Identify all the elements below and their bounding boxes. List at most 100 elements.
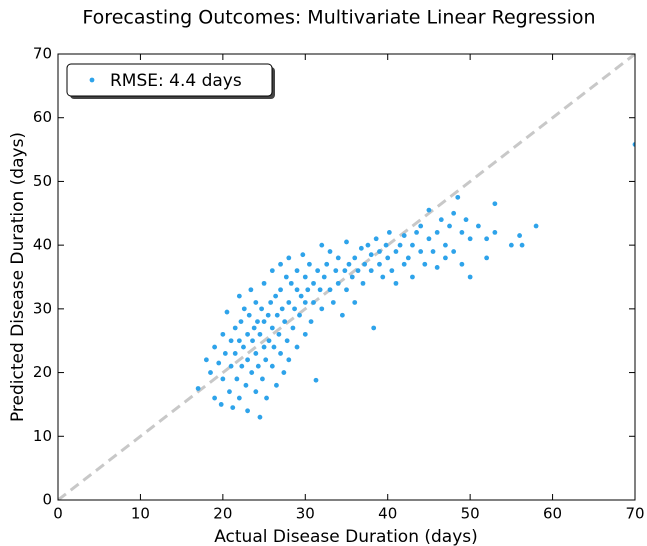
- legend-label: RMSE: 4.4 days: [110, 71, 242, 91]
- y-axis-label: Predicted Disease Duration (days): [8, 132, 28, 422]
- scatter-point: [467, 274, 473, 280]
- scatter-point: [249, 370, 255, 375]
- scatter-point: [430, 249, 436, 254]
- scatter-point: [380, 274, 386, 280]
- scatter-point: [346, 261, 352, 267]
- scatter-point: [298, 293, 304, 299]
- scatter-point: [208, 370, 213, 375]
- scatter-point: [317, 287, 323, 293]
- scatter-point: [253, 351, 259, 356]
- scatter-point: [243, 382, 249, 388]
- scatter-point: [358, 245, 364, 251]
- scatter-point: [302, 274, 308, 280]
- scatter-point: [220, 331, 226, 337]
- scatter-point: [533, 223, 539, 229]
- x-tick-label: 50: [461, 505, 480, 523]
- scatter-point: [241, 306, 247, 312]
- scatter-point: [246, 312, 252, 318]
- scatter-point: [269, 268, 275, 274]
- scatter-point: [330, 300, 336, 305]
- scatter-point: [484, 236, 490, 242]
- scatter-point: [302, 331, 308, 337]
- scatter-point: [261, 344, 267, 350]
- scatter-point: [239, 363, 245, 369]
- scatter-point: [519, 242, 525, 248]
- scatter-point: [373, 236, 379, 242]
- scatter-point: [321, 274, 327, 280]
- scatter-point: [368, 268, 374, 274]
- scatter-point: [410, 274, 415, 280]
- scatter-point: [438, 217, 444, 223]
- scatter-point: [212, 344, 218, 350]
- scatter-point: [434, 230, 440, 235]
- scatter-point: [222, 351, 228, 356]
- scatter-point: [517, 233, 522, 238]
- scatter-point: [230, 405, 236, 411]
- scatter-point: [274, 312, 280, 318]
- scatter-point: [238, 319, 244, 324]
- scatter-point: [278, 351, 283, 356]
- scatter-point: [286, 357, 292, 363]
- scatter-point: [344, 287, 349, 293]
- scatter-point: [273, 293, 279, 299]
- scatter-point: [313, 377, 319, 383]
- scatter-point: [236, 395, 242, 401]
- scatter-point: [451, 249, 457, 254]
- scatter-point: [383, 242, 389, 248]
- scatter-point: [327, 287, 333, 293]
- y-tick-label: 70: [33, 45, 52, 63]
- scatter-point: [234, 376, 240, 382]
- scatter-point: [278, 261, 283, 267]
- scatter-point: [248, 287, 254, 293]
- scatter-point: [355, 268, 361, 274]
- scatter-point: [443, 242, 448, 248]
- scatter-point: [315, 268, 321, 274]
- scatter-point: [335, 255, 341, 261]
- y-tick-label: 10: [33, 427, 52, 445]
- scatter-point: [410, 242, 415, 248]
- scatter-point: [274, 382, 279, 388]
- scatter-point: [236, 338, 242, 344]
- scatter-point: [255, 363, 261, 369]
- x-tick-label: 40: [378, 505, 397, 523]
- scatter-point: [368, 252, 374, 258]
- scatter-point: [319, 242, 325, 248]
- y-tick-label: 60: [33, 108, 52, 126]
- scatter-point: [418, 223, 424, 229]
- scatter-point: [294, 287, 300, 293]
- x-tick-label: 20: [213, 505, 232, 523]
- scatter-point: [278, 287, 283, 293]
- scatter-point: [227, 389, 232, 395]
- scatter-point: [261, 319, 267, 324]
- scatter-point: [292, 306, 297, 312]
- scatter-point: [362, 261, 368, 267]
- scatter-point: [232, 325, 238, 331]
- chart-title: Forecasting Outcomes: Multivariate Linea…: [82, 7, 595, 29]
- scatter-point: [283, 274, 289, 280]
- scatter-point: [203, 357, 209, 363]
- scatter-point: [297, 312, 302, 318]
- scatter-point: [405, 255, 411, 261]
- scatter-point: [253, 389, 259, 395]
- plot-frame: [57, 53, 636, 501]
- x-tick-label: 60: [543, 505, 562, 523]
- scatter-point: [245, 357, 250, 363]
- scatter-point: [212, 395, 218, 401]
- scatter-point: [265, 312, 271, 318]
- scatter-point: [339, 312, 345, 318]
- scatter-point: [300, 252, 306, 258]
- y-tick-label: 30: [33, 299, 52, 317]
- x-tick-label: 30: [296, 505, 315, 523]
- scatter-point: [360, 280, 366, 286]
- scatter-point: [365, 242, 371, 248]
- scatter-point: [228, 338, 234, 344]
- y-tick-label: 20: [33, 363, 52, 381]
- scatter-point: [241, 344, 246, 350]
- scatter-point: [463, 217, 469, 223]
- scatter-point: [492, 230, 498, 235]
- scatter-point: [257, 331, 263, 337]
- scatter-point: [422, 261, 428, 267]
- scatter-point: [232, 351, 238, 356]
- scatter-point: [426, 236, 432, 242]
- scatter-point: [281, 370, 287, 375]
